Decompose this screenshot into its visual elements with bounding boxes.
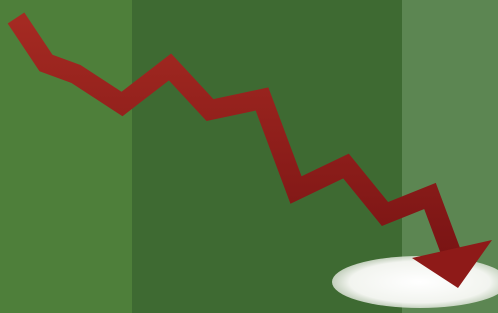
page: (() => { const data = JSON.parse(documen… xyxy=(0,0,498,313)
illustration xyxy=(0,0,498,313)
panel-left xyxy=(0,0,132,313)
